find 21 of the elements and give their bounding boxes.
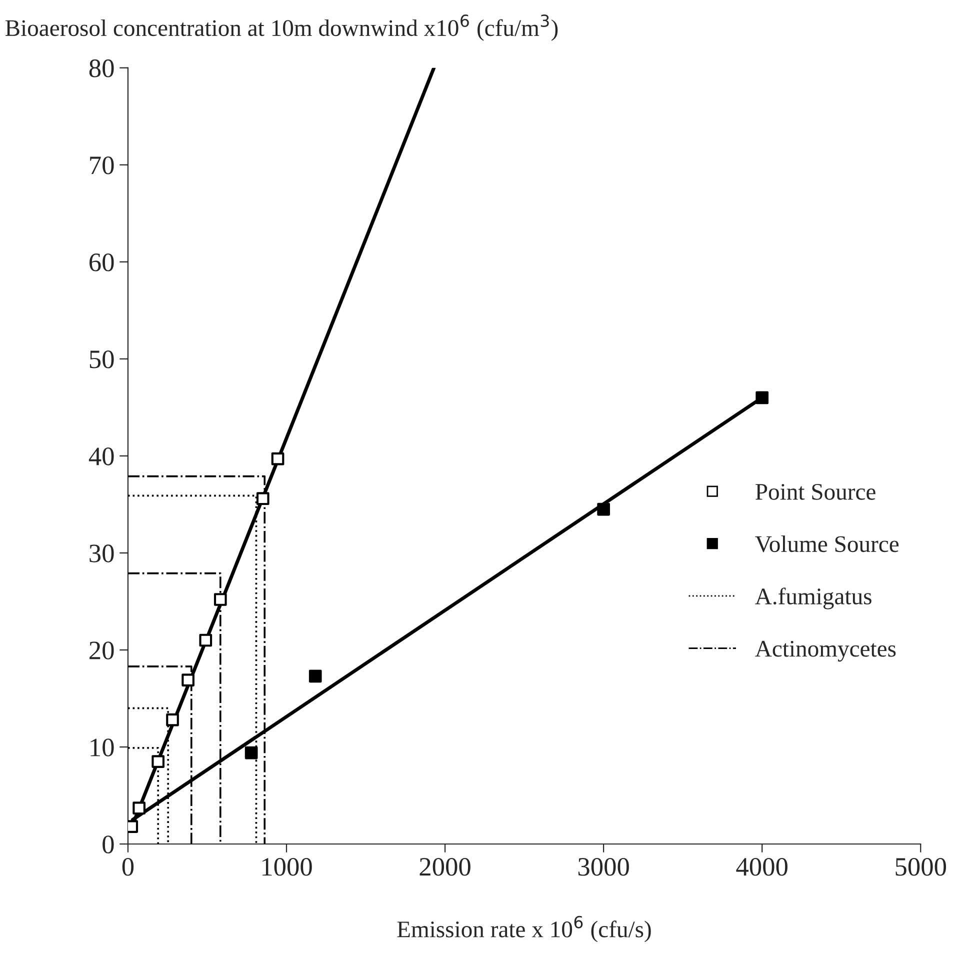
- y-tick-label: 20: [90, 642, 114, 660]
- y-tick-label: 60: [90, 253, 114, 272]
- x-tick-label: 5000: [896, 858, 946, 876]
- y-tick-label: 0: [102, 836, 114, 854]
- legend-label: A.fumigatus: [755, 588, 872, 610]
- x-tick-label: 2000: [420, 858, 470, 876]
- x-tick-label: 3000: [578, 858, 629, 876]
- y-tick-label: 50: [90, 350, 114, 368]
- y-tick-label: 80: [89, 59, 114, 78]
- legend-label: Point Source: [756, 484, 876, 500]
- legend-label: Volume Source: [755, 535, 899, 552]
- y-tick-label: 40: [88, 448, 114, 466]
- y-tick-label: 70: [90, 156, 114, 174]
- x-tick-label: 1000: [262, 858, 312, 876]
- y-tick-label: 10: [90, 738, 114, 756]
- legend-label: Actinomycetes: [755, 640, 896, 662]
- y-axis-title: Bioaerosol concentration at 10m downwind x10$^{6}$ (cfu/m$^{3}$): [5, 14, 558, 41]
- y-tick-label: 30: [90, 544, 114, 562]
- x-axis-title: Emission rate x 10$^{6}$ (cfu/s): [397, 916, 651, 942]
- x-tick-label: 4000: [736, 858, 788, 876]
- x-tick-label: 0: [122, 858, 134, 876]
